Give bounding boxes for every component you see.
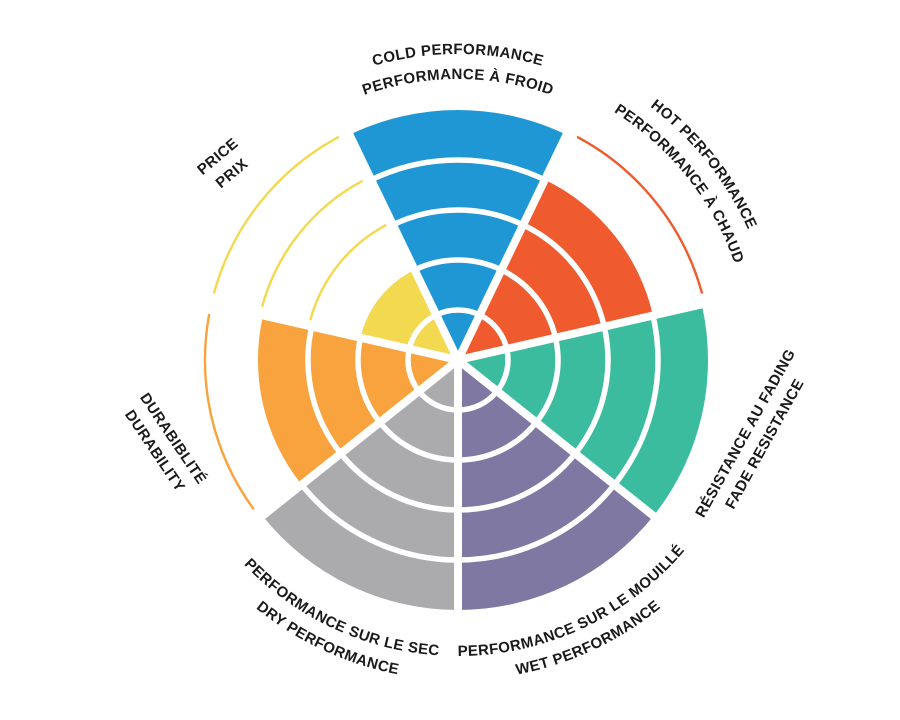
ring-divider: [370, 157, 546, 183]
level-outline-price: [212, 136, 340, 294]
sector-wet-performance: [458, 360, 654, 610]
wedge-separator: [455, 356, 660, 522]
wedge-separator: [457, 299, 707, 364]
wedge-separator: [209, 299, 459, 364]
ring-divider: [391, 207, 525, 228]
wedge-separators: [209, 129, 707, 614]
wedge-fills: [257, 109, 709, 610]
sector-price: [360, 269, 458, 360]
ring-divider: [377, 420, 459, 463]
level-outline-price: [309, 224, 387, 321]
label-hot-performance-en: HOT PERFORMANCE: [648, 96, 760, 231]
ring-divider: [338, 451, 459, 513]
ring-divider: [457, 482, 617, 563]
ring-divider: [457, 420, 539, 463]
ring-divider: [355, 337, 382, 425]
ring-divider: [500, 267, 559, 339]
ring-divider: [305, 326, 343, 456]
label-cold-performance-fr: PERFORMANCE À FROID: [360, 66, 556, 99]
sector-dry-performance: [262, 360, 458, 610]
wedge-separator: [256, 356, 461, 522]
ring-divider: [521, 222, 607, 328]
wedge-separator: [344, 129, 462, 362]
level-outline-durability: [203, 313, 255, 510]
ring-divider: [413, 257, 503, 273]
level-outline-price: [261, 180, 363, 308]
level-outline-hot-performance: [576, 136, 704, 294]
wedge-separator: [454, 129, 572, 362]
empty-level-outlines: [203, 136, 704, 510]
label-cold-performance-en: COLD PERFORMANCE: [370, 41, 545, 70]
ring-divider: [299, 482, 459, 563]
sector-cold-performance: [349, 109, 567, 360]
sector-fade-resistance: [458, 304, 709, 516]
ring-divider: [612, 314, 661, 487]
ring-divider: [534, 337, 561, 425]
ring-divider: [573, 326, 611, 456]
ring-divider: [457, 451, 578, 513]
sector-hot-performance: [458, 179, 653, 360]
